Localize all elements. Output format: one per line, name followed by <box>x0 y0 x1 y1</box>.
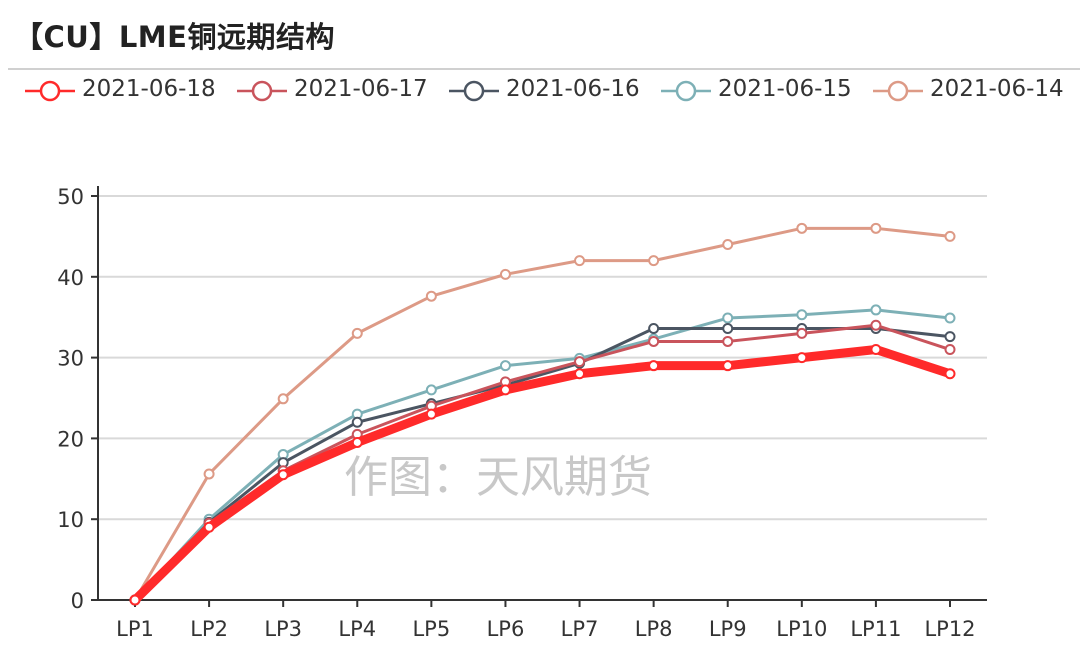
legend-marker-icon <box>237 80 287 102</box>
data-point[interactable] <box>722 323 734 335</box>
y-tick-label: 30 <box>57 347 84 371</box>
legend-label: 2021-06-18 <box>82 76 216 102</box>
x-tick-label: LP12 <box>924 617 975 641</box>
data-point[interactable] <box>722 335 734 347</box>
data-point[interactable] <box>574 368 586 380</box>
y-tick-label: 40 <box>57 266 84 290</box>
data-point[interactable] <box>203 521 215 533</box>
series-line <box>130 345 955 605</box>
y-tick-label: 10 <box>57 508 84 532</box>
data-point[interactable] <box>499 384 511 396</box>
data-point[interactable] <box>351 436 363 448</box>
data-point[interactable] <box>944 331 956 343</box>
title-divider <box>8 68 1080 70</box>
x-tick-label: LP7 <box>561 617 599 641</box>
data-point[interactable] <box>351 416 363 428</box>
data-point[interactable] <box>944 230 956 242</box>
x-tick-label: LP1 <box>116 617 154 641</box>
x-tick-label: LP5 <box>412 617 450 641</box>
data-point[interactable] <box>796 352 808 364</box>
data-point[interactable] <box>722 360 734 372</box>
data-point[interactable] <box>425 408 437 420</box>
data-point[interactable] <box>648 335 660 347</box>
data-point[interactable] <box>425 384 437 396</box>
data-point[interactable] <box>944 312 956 324</box>
series-2021-06-18 <box>129 344 956 606</box>
watermark: 作图：天风期货 <box>344 452 652 503</box>
data-point[interactable] <box>574 356 586 368</box>
data-point[interactable] <box>648 323 660 335</box>
series-layer <box>129 222 956 606</box>
data-point[interactable] <box>277 469 289 481</box>
data-point[interactable] <box>425 290 437 302</box>
data-point[interactable] <box>870 304 882 316</box>
x-tick-label: LP6 <box>487 617 525 641</box>
legend-label: 2021-06-17 <box>294 76 428 102</box>
data-point[interactable] <box>870 319 882 331</box>
axes: 0 10 20 30 40 50 LP1 LP2 LP3 LP4 LP5 LP6 LP7 LP8 LP9 LP… <box>57 185 987 641</box>
data-point[interactable] <box>648 360 660 372</box>
series-line <box>133 327 952 602</box>
data-point[interactable] <box>574 255 586 267</box>
x-tick-label: LP8 <box>635 617 673 641</box>
chart-title: 【CU】LME铜远期结构 <box>14 20 335 54</box>
data-point[interactable] <box>796 222 808 234</box>
legend-label: 2021-06-14 <box>930 76 1064 102</box>
chart-legend: 2021-06-18 2021-06-17 2021-06-16 2021-06-15… <box>24 74 1074 108</box>
x-tick-label: LP2 <box>190 617 228 641</box>
series-line <box>133 308 952 602</box>
data-point[interactable] <box>870 222 882 234</box>
x-tick-label: LP10 <box>776 617 827 641</box>
legend-marker-icon <box>661 80 711 102</box>
legend-marker-icon <box>449 80 499 102</box>
data-point[interactable] <box>722 312 734 324</box>
data-point[interactable] <box>944 368 956 380</box>
data-point[interactable] <box>129 594 141 606</box>
x-tick-label: LP4 <box>338 617 376 641</box>
data-point[interactable] <box>722 238 734 250</box>
legend-label: 2021-06-16 <box>506 76 640 102</box>
x-tick-label: LP11 <box>850 617 901 641</box>
x-tick-label: LP3 <box>264 617 302 641</box>
data-point[interactable] <box>796 309 808 321</box>
series-2021-06-14 <box>129 222 956 606</box>
y-tick-label: 20 <box>57 427 84 451</box>
y-tick-label: 50 <box>57 185 84 209</box>
series-line <box>133 226 952 602</box>
legend-label: 2021-06-15 <box>718 76 852 102</box>
legend-marker-icon <box>25 80 75 102</box>
data-point[interactable] <box>796 327 808 339</box>
legend-marker-icon <box>873 80 923 102</box>
data-point[interactable] <box>870 344 882 356</box>
data-point[interactable] <box>277 393 289 405</box>
data-point[interactable] <box>351 327 363 339</box>
data-point[interactable] <box>499 268 511 280</box>
data-point[interactable] <box>648 255 660 267</box>
y-tick-label: 0 <box>71 589 84 613</box>
x-tick-label: LP9 <box>709 617 747 641</box>
data-point[interactable] <box>203 468 215 480</box>
data-point[interactable] <box>499 360 511 372</box>
data-point[interactable] <box>944 344 956 356</box>
